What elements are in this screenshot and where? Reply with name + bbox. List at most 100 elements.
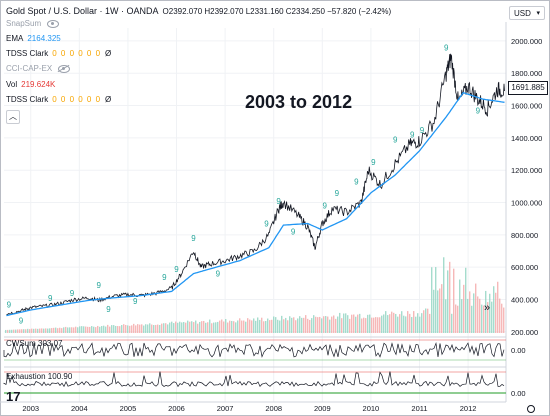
volume-bar — [233, 321, 235, 333]
volume-bar — [265, 320, 267, 333]
volume-bar — [261, 317, 263, 333]
volume-bar — [273, 316, 275, 333]
volume-bar — [321, 318, 323, 333]
volume-bar — [493, 286, 495, 333]
volume-bar — [395, 313, 397, 333]
last-price-label: 1691.885 — [508, 81, 548, 95]
volume-bar — [333, 315, 335, 333]
volume-bar — [477, 296, 479, 333]
volume-bar — [151, 324, 153, 333]
signal-label: 9 — [264, 220, 269, 229]
volume-bar — [129, 325, 131, 333]
gear-icon[interactable] — [527, 405, 535, 413]
volume-bar — [27, 328, 29, 333]
scroll-to-realtime-button[interactable]: » — [480, 301, 494, 315]
volume-bar — [189, 321, 191, 333]
volume-bar — [429, 313, 431, 333]
indicator-value: 0 0 0 0 0 0 — [52, 49, 102, 58]
indicator-name: EMA — [6, 34, 24, 43]
signal-label: 9 — [420, 126, 425, 135]
signal-label: 9 — [106, 305, 111, 314]
volume-bar — [213, 322, 215, 333]
volume-bar — [173, 323, 175, 333]
volume-bar — [5, 329, 7, 333]
volume-bar — [217, 321, 219, 333]
volume-bar — [57, 328, 59, 333]
volume-bar — [465, 267, 467, 333]
volume-bar — [53, 327, 55, 333]
volume-bar — [77, 327, 79, 333]
volume-bar — [159, 324, 161, 333]
eye-crossed-icon[interactable] — [58, 64, 71, 73]
volume-bar — [339, 312, 341, 333]
volume-bar — [381, 315, 383, 333]
volume-bar — [203, 320, 205, 333]
currency-button[interactable]: USD ▾ — [509, 6, 545, 20]
volume-bar — [47, 328, 49, 333]
volume-bar — [45, 328, 47, 333]
volume-bar — [309, 319, 311, 333]
volume-bar — [267, 318, 269, 333]
indicator-name: TDSS Clark — [6, 95, 49, 104]
signal-label: 9 — [276, 197, 281, 206]
volume-bar — [283, 319, 285, 333]
volume-bar — [279, 320, 281, 333]
volume-bar — [63, 327, 65, 333]
volume-bar — [181, 322, 183, 333]
volume-bar — [315, 316, 317, 333]
signal-label: 9 — [476, 106, 481, 115]
exhaustion-tick-label: 0.00 — [511, 389, 526, 398]
volume-bar — [131, 325, 133, 333]
volume-bar — [135, 325, 137, 333]
volume-bar — [369, 314, 371, 333]
symbol-legend[interactable]: Gold Spot / U.S. Dollar · 1W · OANDA O23… — [6, 6, 391, 16]
volume-bar — [195, 320, 197, 333]
volume-bar — [25, 329, 27, 333]
indicator-value: 219.624K — [21, 80, 56, 89]
eye-icon[interactable] — [47, 19, 60, 28]
signal-label: 9 — [291, 228, 296, 237]
volume-bar — [197, 323, 199, 333]
volume-bar — [475, 283, 477, 333]
volume-bar — [231, 320, 233, 333]
volume-bar — [223, 321, 225, 333]
volume-bar — [373, 317, 375, 333]
volume-bar — [435, 267, 437, 333]
volume-bar — [327, 316, 329, 333]
volume-bar — [171, 321, 173, 333]
volume-bar — [37, 328, 39, 333]
volume-bar — [103, 325, 105, 333]
volume-bar — [403, 315, 405, 333]
volume-bar — [405, 316, 407, 333]
volume-bar — [491, 301, 493, 333]
indicator-legend-1[interactable]: EMA 2164.325 — [6, 34, 61, 43]
volume-bar — [393, 312, 395, 333]
indicator-legend-0[interactable]: SnapSum — [6, 19, 60, 28]
signal-label: 9 — [133, 297, 138, 306]
volume-bar — [15, 329, 17, 333]
signal-label: 9 — [393, 135, 398, 144]
volume-bar — [201, 321, 203, 333]
volume-bar — [251, 320, 253, 333]
indicator-legend-3[interactable]: CCI-CAP-EX — [6, 64, 71, 73]
volume-bar — [455, 304, 457, 333]
volume-bar — [485, 290, 487, 333]
volume-bar — [239, 318, 241, 333]
volume-bar — [191, 321, 193, 333]
collapse-legend-button[interactable]: ︿ — [6, 110, 20, 124]
volume-bar — [79, 326, 81, 333]
indicator-legend-4[interactable]: Vol 219.624K — [6, 80, 55, 89]
indicator-name: SnapSum — [6, 19, 42, 28]
volume-bar — [259, 319, 261, 333]
volume-bar — [23, 329, 25, 333]
volume-bar — [249, 319, 251, 333]
volume-bar — [503, 307, 505, 333]
volume-bar — [141, 324, 143, 333]
volume-bar — [341, 318, 343, 333]
cwsum-legend: CWSum 303.07 — [6, 339, 63, 348]
x-tick-label: 2004 — [71, 404, 88, 413]
volume-bar — [35, 328, 37, 333]
